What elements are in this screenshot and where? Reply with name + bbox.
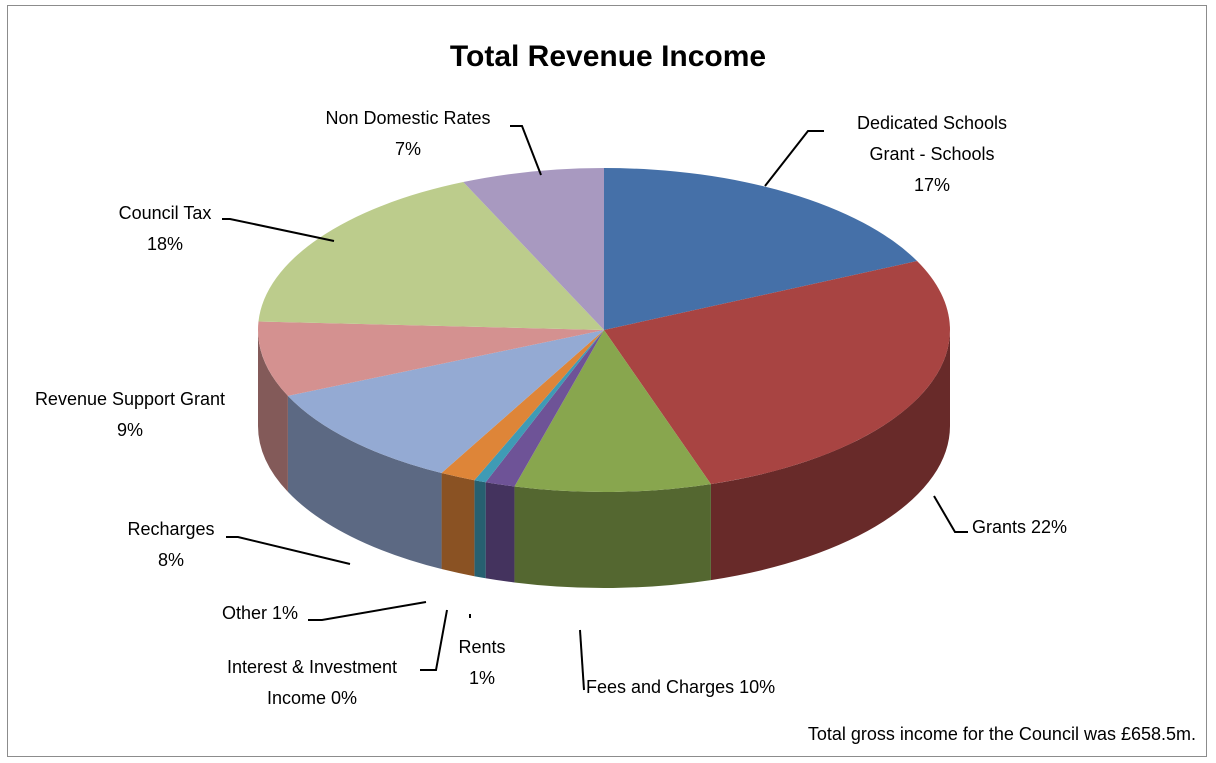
label-interest-and-investment: Interest & Investment Income 0% xyxy=(227,657,397,708)
label-leader-lines xyxy=(222,125,968,691)
slice-interest-and-investment xyxy=(474,330,604,483)
label-revenue-support-grant: Revenue Support Grant 9% xyxy=(35,389,225,440)
slice-side-revenue-support-grant xyxy=(258,330,288,492)
label-line: Council Tax xyxy=(119,203,212,223)
slice-revenue-support-grant xyxy=(258,321,604,396)
label-fees-and-charges-10: Fees and Charges 10% xyxy=(586,677,775,697)
pie-side-walls xyxy=(258,330,950,588)
leader-line-fees-and-charges-10 xyxy=(579,629,585,691)
label-line: 7% xyxy=(395,139,421,159)
slice-side-fees-and-charges-10 xyxy=(514,484,711,588)
slice-recharges xyxy=(287,330,604,474)
slice-non-domestic-rates xyxy=(463,168,604,330)
label-line: Non Domestic Rates xyxy=(325,108,490,128)
label-line: Other 1% xyxy=(222,603,298,623)
leader-line-other-1 xyxy=(308,601,427,621)
label-line: Revenue Support Grant xyxy=(35,389,225,409)
pie-top-faces xyxy=(258,168,950,492)
label-rents: Rents 1% xyxy=(458,637,505,688)
leader-line-grants-22 xyxy=(933,495,968,533)
slice-dedicated-schools xyxy=(604,168,918,330)
label-line: 18% xyxy=(147,234,183,254)
total-income-note: Total gross income for the Council was £… xyxy=(808,724,1196,744)
label-line: Interest & Investment xyxy=(227,657,397,677)
slice-side-grants-22 xyxy=(710,330,950,581)
label-grants-22: Grants 22% xyxy=(972,517,1067,537)
label-line: 8% xyxy=(158,550,184,570)
slice-side-other-1 xyxy=(441,473,475,577)
label-non-domestic-rates: Non Domestic Rates 7% xyxy=(325,108,490,159)
leader-line-recharges xyxy=(226,536,351,565)
label-recharges: Recharges 8% xyxy=(127,519,214,570)
leader-line-interest-and-investment xyxy=(420,609,448,671)
slice-side-interest-and-investment xyxy=(474,480,486,579)
label-line: Dedicated Schools xyxy=(857,113,1007,133)
label-line: Grant - Schools xyxy=(869,144,994,164)
slice-council-tax xyxy=(258,182,604,330)
label-line: 1% xyxy=(469,668,495,688)
slice-fees-and-charges-10 xyxy=(514,330,711,492)
label-line: Grants 22% xyxy=(972,517,1067,537)
slice-side-rents xyxy=(485,482,515,583)
label-line: 9% xyxy=(117,420,143,440)
label-council-tax: Council Tax 18% xyxy=(119,203,212,254)
slice-side-recharges xyxy=(287,395,442,570)
chart-title: Total Revenue Income xyxy=(450,40,766,73)
leader-line-non-domestic-rates xyxy=(510,125,542,176)
slice-grants-22 xyxy=(604,261,950,485)
slice-other-1 xyxy=(441,330,604,481)
label-other-1: Other 1% xyxy=(222,603,298,623)
slice-rents xyxy=(485,330,604,487)
label-line: Income 0% xyxy=(267,688,357,708)
label-line: Rents xyxy=(458,637,505,657)
label-line: 17% xyxy=(914,175,950,195)
leader-line-dedicated-schools xyxy=(764,130,824,187)
label-line: Fees and Charges 10% xyxy=(586,677,775,697)
slice-labels: Dedicated Schools Grant - Schools 17% Grant… xyxy=(35,108,1067,708)
label-dedicated-schools: Dedicated Schools Grant - Schools 17% xyxy=(857,113,1007,195)
leader-line-council-tax xyxy=(222,218,335,242)
label-line: Recharges xyxy=(127,519,214,539)
